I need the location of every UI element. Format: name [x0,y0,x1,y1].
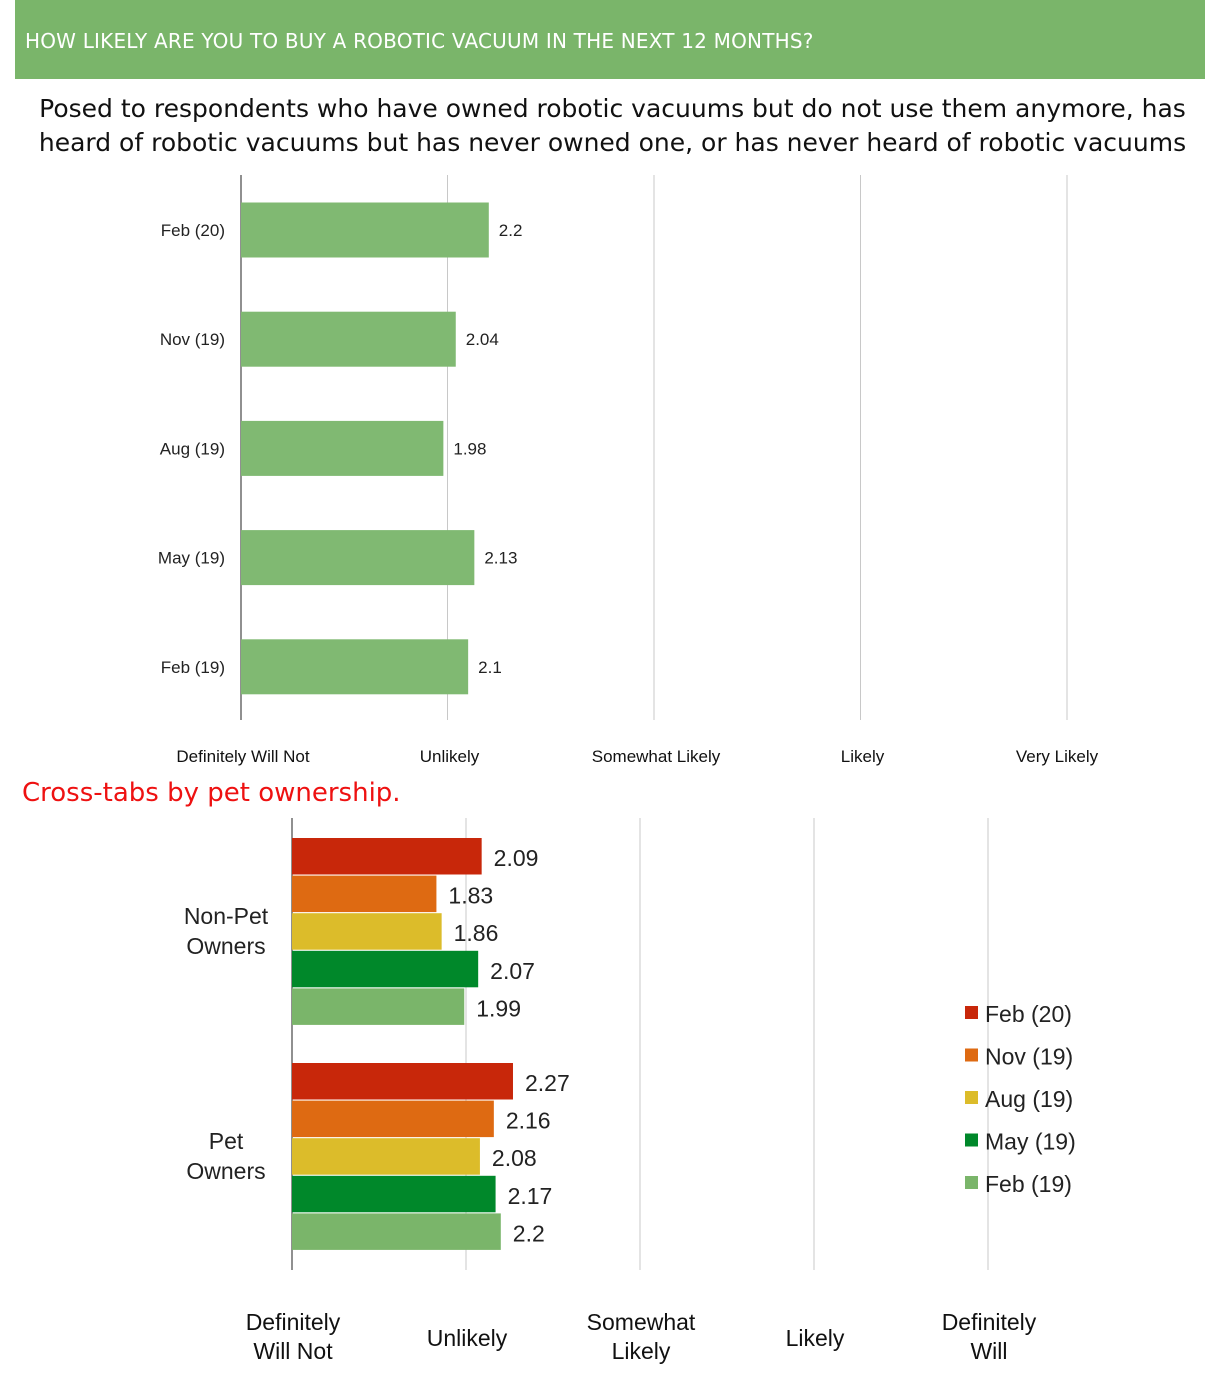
category-label: Feb (19) [161,658,225,677]
bar [241,639,469,695]
header-title: HOW LIKELY ARE YOU TO BUY A ROBOTIC VACU… [25,29,814,53]
bar [292,950,479,988]
legend-swatch [965,1091,978,1104]
bar [292,875,437,913]
x-tick-label: Unlikely [420,747,480,766]
chart-subtitle: Posed to respondents who have owned robo… [0,92,1225,160]
legend-label: Feb (19) [985,1171,1072,1197]
bar [292,838,482,875]
legend-swatch [965,1006,978,1019]
bar [292,1100,494,1138]
x-tick-label: Will [970,1338,1007,1364]
data-label: 2.27 [525,1070,570,1096]
x-tick-label: Will Not [253,1338,333,1364]
data-label: 1.83 [448,883,493,909]
legend-swatch [965,1176,978,1189]
bar [292,1213,501,1250]
category-label: May (19) [158,549,225,568]
crosstab-title: Cross-tabs by pet ownership. [22,778,401,808]
x-tick-label: Very Likely [1016,747,1099,766]
category-label: Owners [186,933,265,959]
data-label: 2.16 [506,1108,551,1134]
data-label: 2.04 [466,330,499,349]
legend-label: Nov (19) [985,1044,1073,1070]
category-label: Feb (20) [161,221,225,240]
bar [292,1063,513,1100]
bar [292,1138,480,1175]
x-tick-label: Definitely Will Not [176,747,309,766]
bar [292,913,442,950]
data-label: 2.07 [490,958,535,984]
bar [241,311,456,367]
data-label: 2.2 [499,221,523,240]
x-tick-label: Definitely [942,1309,1037,1335]
bar [292,988,465,1025]
legend-swatch [965,1133,978,1147]
category-label: Nov (19) [160,330,225,349]
data-label: 2.2 [513,1220,545,1246]
x-tick-label: Unlikely [427,1325,508,1351]
category-label: Owners [186,1158,265,1184]
data-label: 1.99 [476,995,521,1021]
bar [241,530,475,586]
subtitle-line-2: heard of robotic vacuums but has never o… [38,128,1187,157]
category-label: Aug (19) [160,439,225,458]
category-label: Non-Pet [184,903,269,929]
data-label: 2.09 [494,845,539,871]
data-label: 1.98 [453,439,486,458]
legend-label: Aug (19) [985,1086,1073,1112]
x-tick-label: Definitely [246,1309,341,1335]
subtitle-line-1: Posed to respondents who have owned robo… [39,94,1186,123]
data-label: 1.86 [454,920,499,946]
x-tick-label: Somewhat [587,1309,696,1335]
trend-bar-chart: Definitely Will Not Unlikely Somewhat Like… [158,175,1099,766]
bar [292,1175,496,1213]
x-tick-label: Likely [841,747,885,766]
x-tick-label: Likely [612,1338,671,1364]
legend-swatch [965,1048,978,1062]
bar [241,420,444,476]
bar [241,202,489,258]
data-label: 2.17 [508,1183,553,1209]
data-label: 2.1 [478,658,502,677]
category-label: Pet [209,1128,244,1154]
legend-label: May (19) [985,1129,1076,1155]
legend-label: Feb (20) [985,1001,1072,1027]
x-tick-label: Likely [786,1325,845,1351]
data-label: 2.13 [484,549,517,568]
x-tick-label: Somewhat Likely [592,747,721,766]
data-label: 2.08 [492,1145,537,1171]
header-banner: HOW LIKELY ARE YOU TO BUY A ROBOTIC VACU… [15,0,1205,79]
